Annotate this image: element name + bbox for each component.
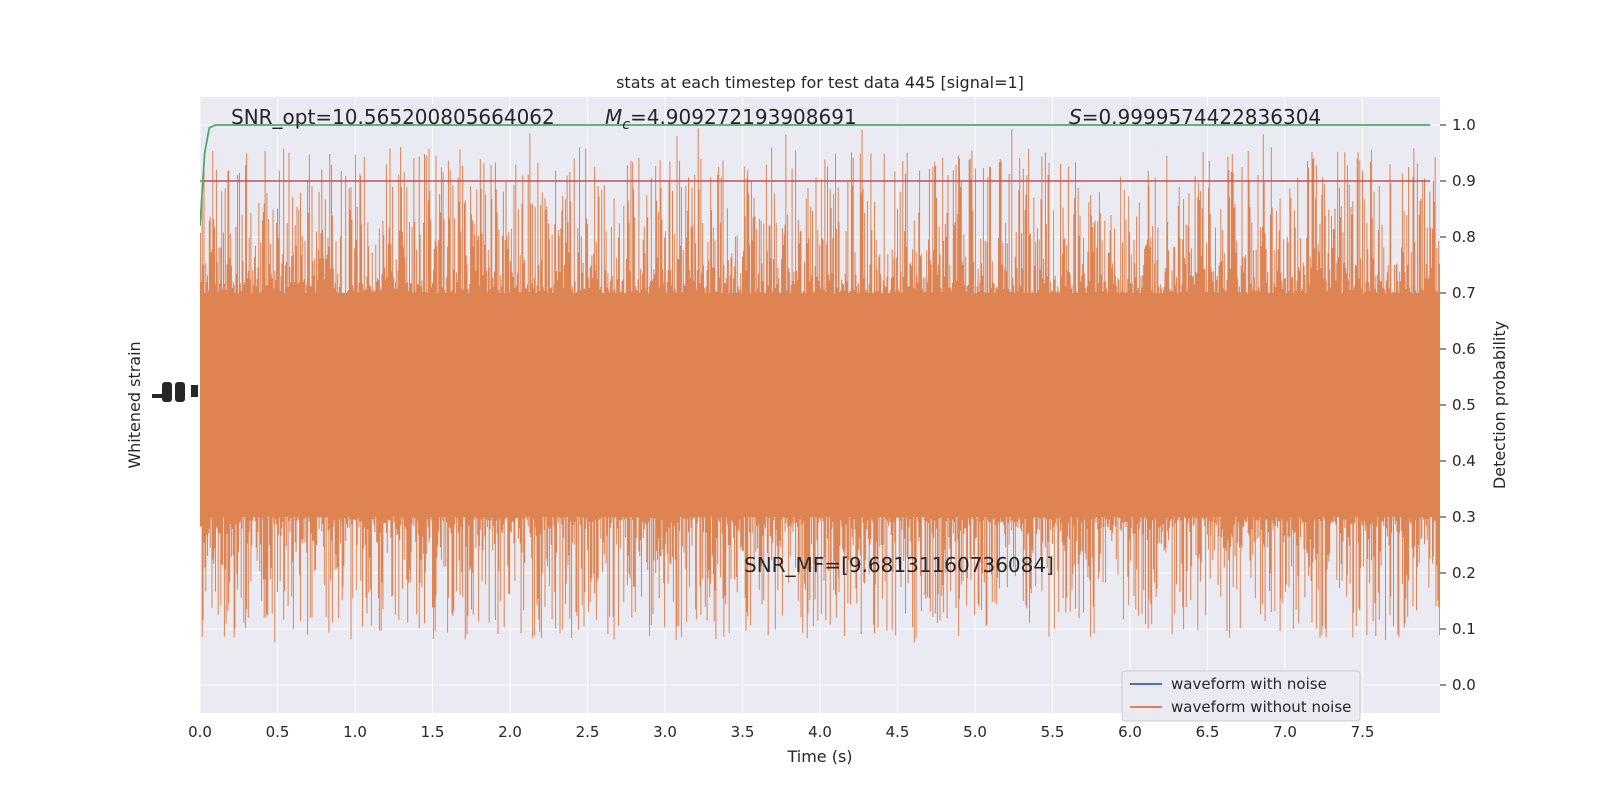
x-tick-label: 2.0 (498, 723, 522, 741)
annotation-statistic: S=0.9999574422836304 (1069, 105, 1321, 129)
y-tick-label: 0.3 (1452, 508, 1476, 526)
y-tick-label: 0.7 (1452, 284, 1476, 302)
probability-lines (200, 124, 1430, 226)
x-tick-label: 6.5 (1196, 723, 1220, 741)
noise-waveform (200, 128, 1440, 643)
x-tick-label: 5.5 (1041, 723, 1065, 741)
x-tick-label: 0.0 (188, 723, 212, 741)
x-tick-label: 3.5 (731, 723, 755, 741)
legend-label-without-noise: waveform without noise (1171, 698, 1351, 716)
y-axis-right-label: Detection probability (1490, 321, 1509, 489)
waveform-without-noise (200, 128, 1440, 643)
annotation-chirp-mass: Mc=4.909272193908691 (605, 105, 857, 133)
legend-label-with-noise: waveform with noise (1171, 675, 1327, 693)
y-tick-label: 0.9 (1452, 172, 1476, 190)
y-tick-label: 1.0 (1452, 116, 1476, 134)
x-tick-label: 5.0 (963, 723, 987, 741)
x-axis-label: Time (s) (786, 747, 852, 766)
annotation-snr-mf: SNR_MF=[9.68131160736084] (744, 553, 1054, 577)
x-tick-label: 0.5 (266, 723, 290, 741)
legend: waveform with noise waveform without noi… (1121, 670, 1361, 722)
y-tick-label: 0.4 (1452, 452, 1476, 470)
x-tick-label: 7.0 (1273, 723, 1297, 741)
y-axis-left-label: Whitened strain (125, 341, 144, 468)
y-tick-label: 0.0 (1452, 676, 1476, 694)
chart-title: stats at each timestep for test data 445… (616, 73, 1024, 92)
y-tick-label: 0.1 (1452, 620, 1476, 638)
y-axis-right-ticks: 0.0 0.1 0.2 0.3 0.4 0.5 0.6 0.7 0.8 0.9 1.0 (1440, 116, 1476, 694)
y-tick-label: 0.6 (1452, 340, 1476, 358)
x-tick-label: 4.0 (808, 723, 832, 741)
y-tick-label: 0.8 (1452, 228, 1476, 246)
x-tick-label: 1.0 (343, 723, 367, 741)
x-tick-label: 1.5 (421, 723, 445, 741)
x-tick-label: 7.5 (1351, 723, 1375, 741)
left-axis-clutter (152, 382, 198, 402)
detection-probability-line (200, 124, 1430, 226)
x-tick-label: 3.0 (653, 723, 677, 741)
legend-box (1121, 670, 1361, 722)
annotation-snr-opt: SNR_opt=10.565200805664062 (231, 105, 555, 129)
y-tick-label: 0.2 (1452, 564, 1476, 582)
y-tick-label: 0.5 (1452, 396, 1476, 414)
x-axis-ticks: 0.0 0.5 1.0 1.5 2.0 2.5 3.0 3.5 4.0 4.5 5.0 5.5 6.0 6… (188, 723, 1374, 741)
x-tick-label: 4.5 (886, 723, 910, 741)
x-tick-label: 6.0 (1118, 723, 1142, 741)
x-tick-label: 2.5 (576, 723, 600, 741)
